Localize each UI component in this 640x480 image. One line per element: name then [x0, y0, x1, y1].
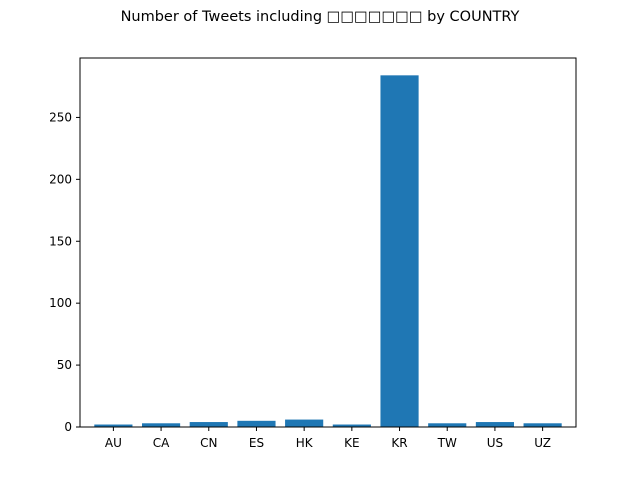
bar-hk [285, 419, 324, 427]
bar-au [94, 424, 133, 427]
x-tick-label: HK [296, 436, 314, 450]
x-tick-label: ES [249, 436, 264, 450]
bar-es [237, 420, 276, 427]
y-tick-label: 100 [49, 296, 72, 310]
bar-ca [142, 423, 181, 427]
chart-title: Number of Tweets including □□□□□□□ by CO… [121, 9, 520, 25]
x-tick-label: KR [391, 436, 407, 450]
x-tick-label: AU [105, 436, 122, 450]
x-tick-label: CA [153, 436, 170, 450]
plot-frame [79, 57, 577, 428]
bar-cn [189, 422, 228, 427]
bar-kr [380, 75, 419, 427]
bar-uz [523, 423, 562, 427]
bar-us [475, 422, 514, 427]
x-tick-label: CN [200, 436, 217, 450]
x-tick-label: TW [437, 436, 457, 450]
x-tick-label: US [487, 436, 503, 450]
bar-tw [428, 423, 467, 427]
y-tick-label: 0 [64, 420, 72, 434]
y-tick-label: 150 [49, 234, 72, 248]
plot-area: AU CA CN ES HK KE KR TW US UZ 0 50 100 150 200 250 [49, 75, 562, 450]
y-tick-label: 200 [49, 172, 72, 186]
y-tick-label: 250 [49, 110, 72, 124]
y-tick-label: 50 [57, 358, 72, 372]
x-tick-label: UZ [534, 436, 551, 450]
x-tick-label: KE [344, 436, 359, 450]
bar-ke [332, 424, 371, 427]
